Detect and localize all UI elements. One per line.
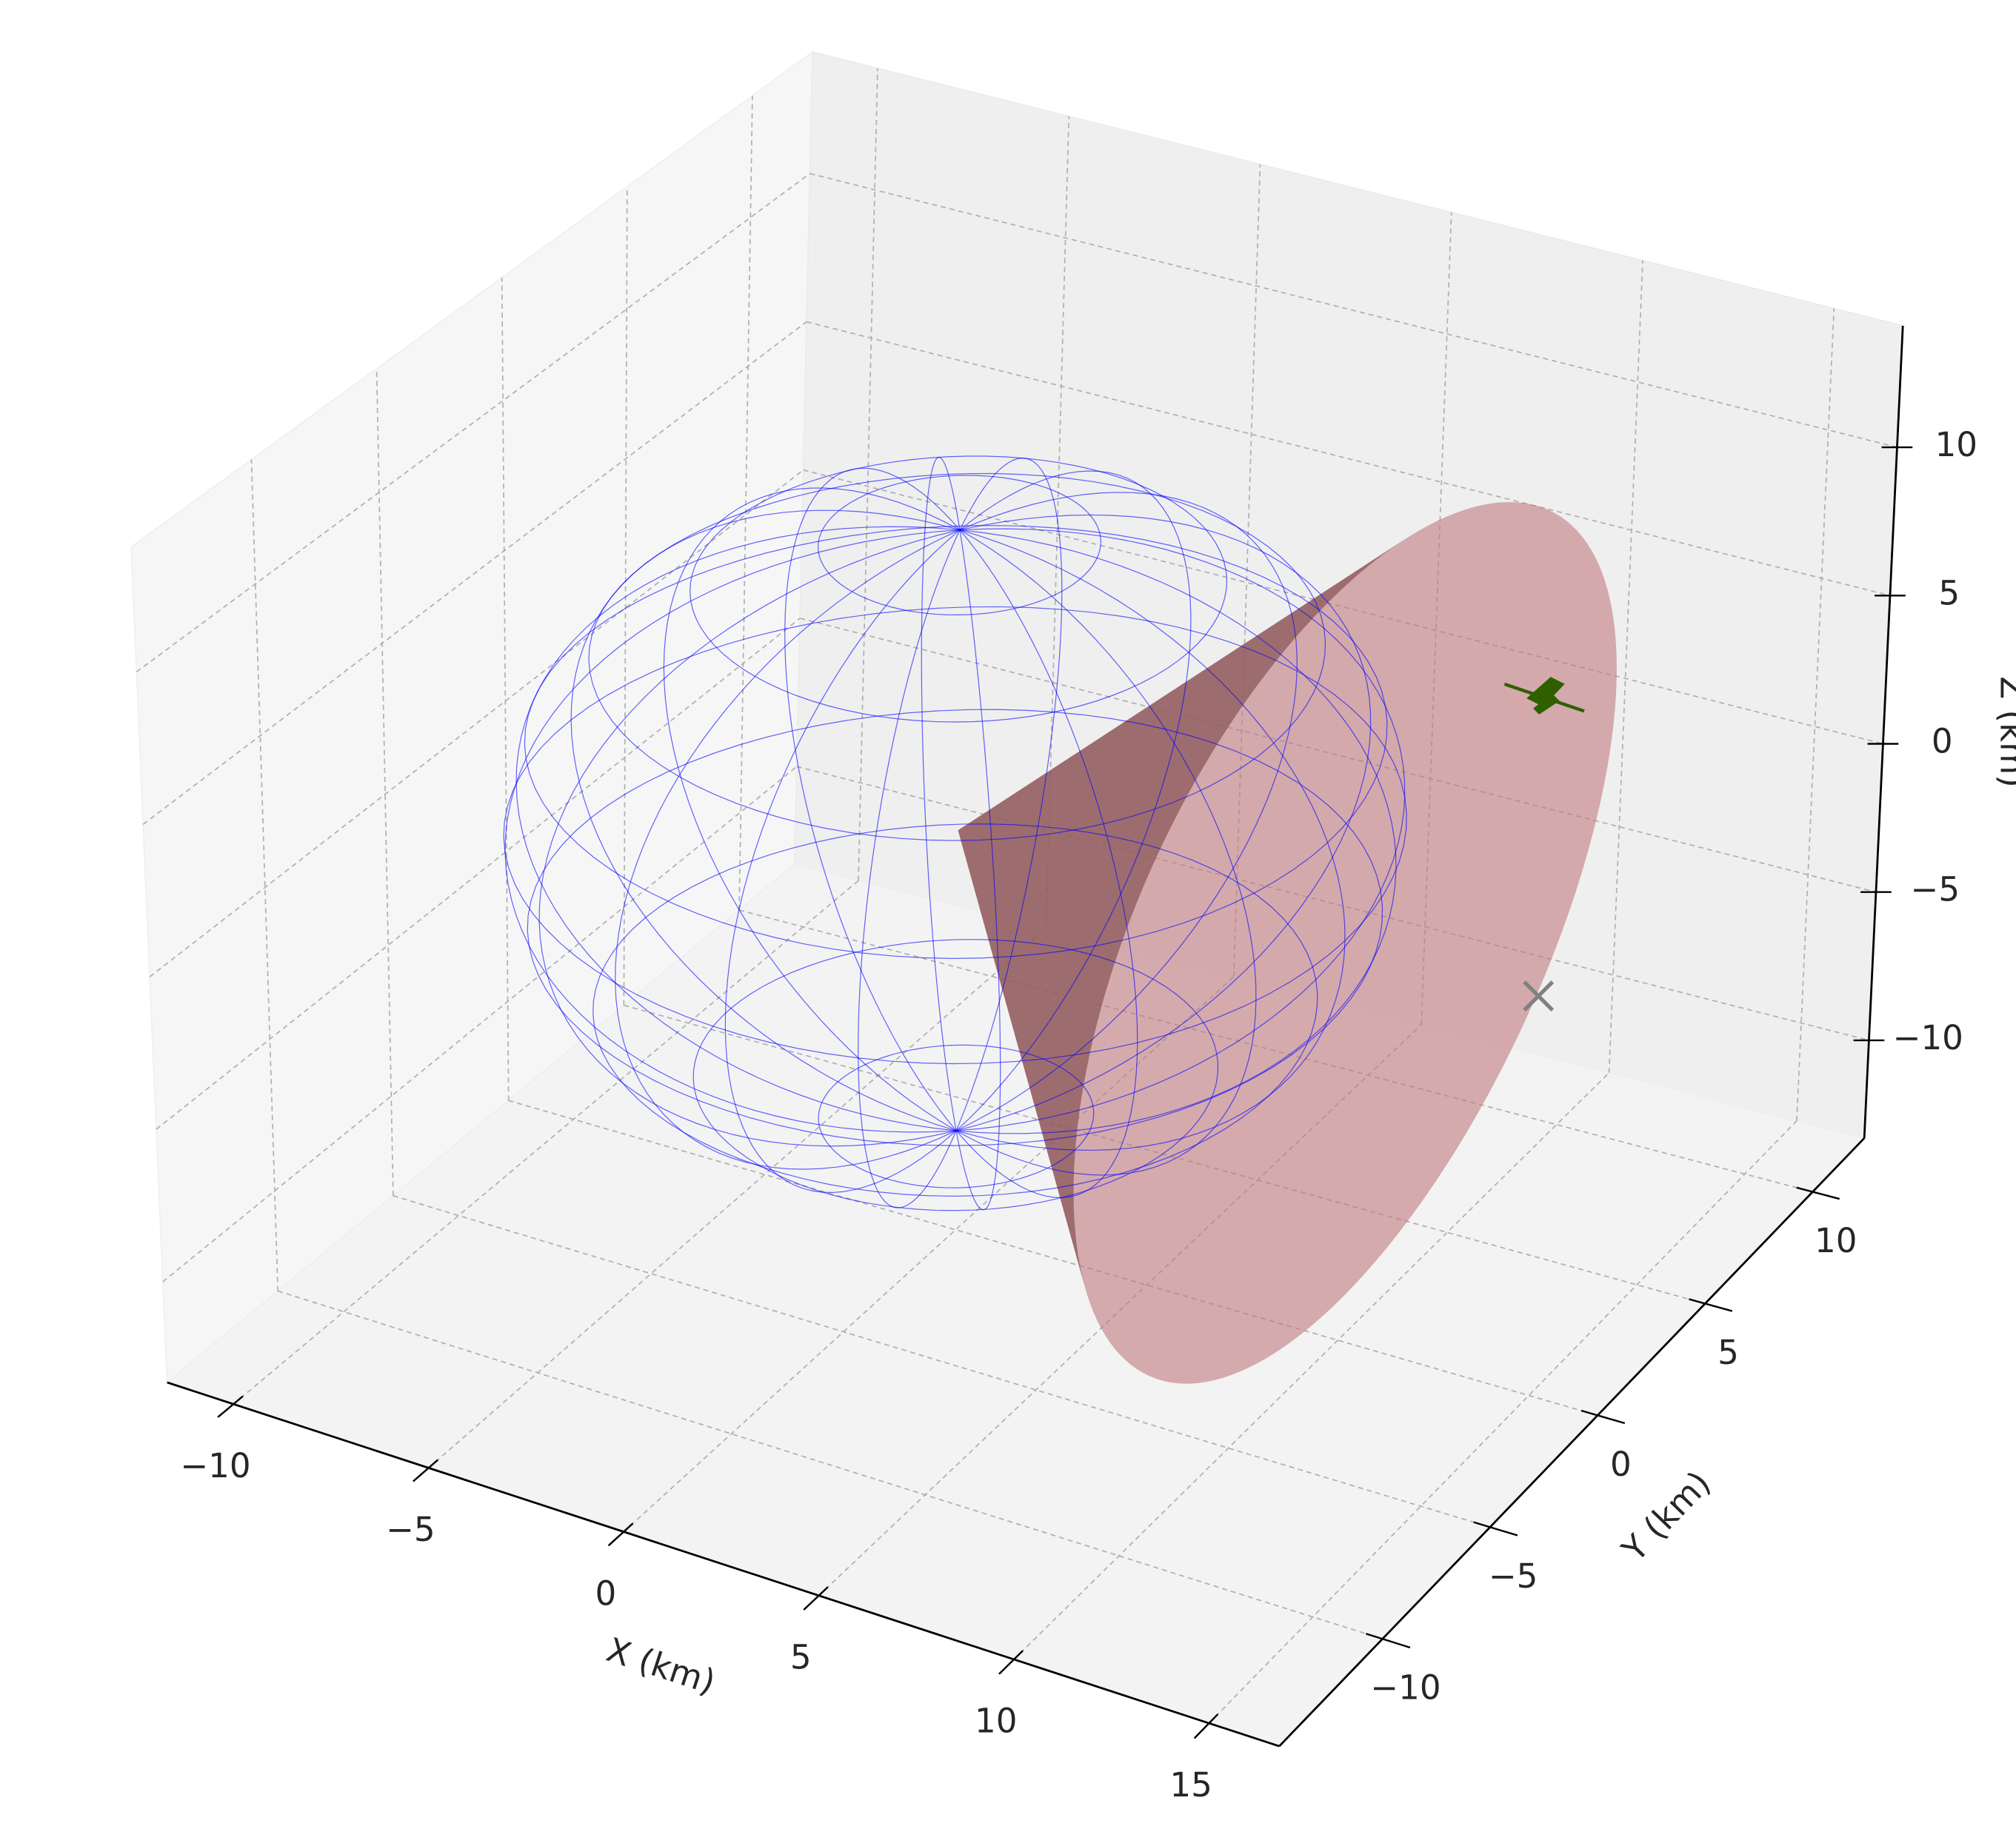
x-tick xyxy=(1193,1713,1219,1739)
x-tick-label: −5 xyxy=(386,1510,435,1549)
x-tick xyxy=(803,1586,829,1611)
x-tick xyxy=(413,1459,438,1482)
grid-line xyxy=(277,1290,1383,1640)
grid-line xyxy=(1796,308,1835,1121)
y-axis xyxy=(1278,1137,1866,1748)
grid-line xyxy=(142,321,807,825)
grid-line xyxy=(156,618,801,1130)
x-tick-label: 10 xyxy=(975,1702,1017,1741)
target-marker xyxy=(1523,980,1555,1012)
satellite-body xyxy=(1532,693,1560,715)
y-tick-label: 0 xyxy=(1610,1445,1632,1484)
sphere-parallel xyxy=(527,709,1384,1146)
x-tick-label: −10 xyxy=(180,1446,250,1485)
grid-line xyxy=(136,173,811,673)
target-stroke xyxy=(1523,980,1555,1012)
y-tick xyxy=(1473,1521,1518,1537)
z-tick-label: 5 xyxy=(1938,573,1960,612)
grid-line xyxy=(428,928,1047,1469)
grid-line xyxy=(250,459,279,1291)
x-tick xyxy=(607,1522,634,1547)
x-tick xyxy=(998,1650,1024,1675)
grid-line xyxy=(738,96,753,911)
sphere-parallel xyxy=(524,525,1388,959)
grid-line xyxy=(162,766,798,1283)
y-tick xyxy=(1689,1298,1733,1312)
grid-line xyxy=(806,321,1891,597)
z-tick-label: 0 xyxy=(1932,722,1953,761)
grid-line xyxy=(376,368,394,1196)
satellite-body xyxy=(1526,677,1565,707)
sphere-parallel xyxy=(690,455,1228,723)
grid-line xyxy=(810,173,1897,448)
grid-line xyxy=(501,277,510,1101)
x-tick-label: 15 xyxy=(1169,1765,1212,1805)
grid-line xyxy=(1608,260,1643,1073)
sphere-parallel xyxy=(818,1044,1095,1188)
z-axis-label: Z (km) xyxy=(1992,676,2016,788)
y-tick xyxy=(1581,1409,1626,1425)
grid-line xyxy=(149,469,804,977)
grid-line xyxy=(738,909,1813,1193)
cone-surface xyxy=(958,502,1617,1384)
cone-inner xyxy=(958,542,1401,1285)
y-tick-label: −5 xyxy=(1489,1557,1538,1596)
x-tick-label: 5 xyxy=(790,1638,812,1677)
sphere-parallel xyxy=(817,475,1101,616)
grid-line xyxy=(858,68,878,881)
z-tick-label: −10 xyxy=(1893,1018,1963,1057)
grid-line xyxy=(393,1195,1491,1528)
z-axis xyxy=(1863,325,1904,1139)
y-tick xyxy=(1365,1633,1411,1649)
y-tick-label: 5 xyxy=(1718,1333,1739,1372)
y-tick-label: −10 xyxy=(1370,1668,1441,1708)
grid-line xyxy=(1013,1072,1610,1660)
satellite xyxy=(1503,677,1585,715)
sphere-parallel xyxy=(588,472,1326,841)
grid-line xyxy=(233,880,859,1405)
x-axis xyxy=(167,1381,1280,1748)
y-tick-label: 10 xyxy=(1815,1221,1857,1260)
grid-line xyxy=(803,469,1883,745)
z-tick-label: 10 xyxy=(1935,425,1977,464)
z-tick-label: −5 xyxy=(1911,870,1960,909)
x-tick-label: 0 xyxy=(595,1574,616,1613)
sphere-parallel xyxy=(503,606,1407,1065)
x-tick xyxy=(217,1395,244,1418)
y-tick xyxy=(1796,1186,1840,1200)
grid-line xyxy=(799,618,1877,893)
sphere-parallel xyxy=(593,823,1318,1197)
grid-line xyxy=(623,186,628,1006)
sphere-parallel xyxy=(692,939,1219,1211)
